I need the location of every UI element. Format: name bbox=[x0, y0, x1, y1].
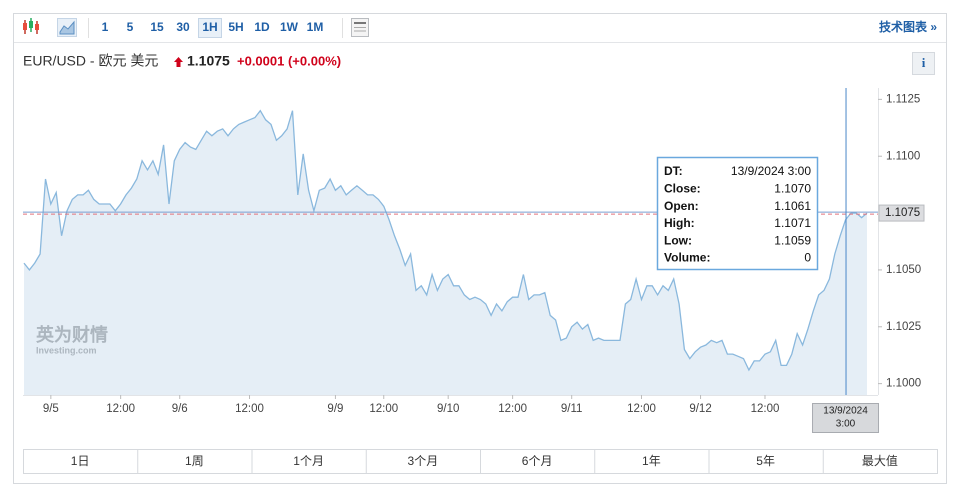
x-tick-label: 9/6 bbox=[172, 403, 188, 415]
last-value-label: 1.1075 bbox=[885, 207, 920, 219]
x-tick-label: 9/12 bbox=[689, 403, 711, 415]
info-button[interactable] bbox=[912, 52, 935, 75]
crosshair-label: 13/9/2024 bbox=[823, 406, 868, 417]
last-value-box bbox=[878, 204, 925, 222]
price-change: +0.0001 (+0.00%) bbox=[237, 53, 341, 68]
range-button[interactable]: 5年 bbox=[756, 454, 775, 468]
tooltip-box bbox=[656, 156, 819, 271]
x-tick-label: 12:00 bbox=[498, 403, 527, 415]
tooltip-value: 0 bbox=[804, 251, 811, 265]
x-tick-label: 9/5 bbox=[43, 403, 59, 415]
x-tick-label: 9/9 bbox=[327, 403, 343, 415]
tooltip-key: Volume: bbox=[664, 251, 710, 265]
info-label[interactable]: i bbox=[922, 55, 926, 70]
y-tick-label: 1.1100 bbox=[886, 150, 920, 162]
tooltip-value: 1.1071 bbox=[774, 216, 811, 230]
crosshair-label: 3:00 bbox=[836, 419, 856, 430]
interval-button[interactable]: 1M bbox=[307, 20, 324, 34]
y-tick-label: 1.1125 bbox=[886, 93, 920, 105]
overlay: 13/9/2024 3:00 DT: 13/9/2024 3:00 Close: 1.10… bbox=[656, 88, 880, 433]
tooltip-key: DT: bbox=[664, 164, 683, 178]
active-interval-box[interactable] bbox=[198, 18, 222, 38]
range-button[interactable]: 1年 bbox=[642, 454, 661, 468]
table-icon[interactable] bbox=[351, 18, 369, 37]
tooltip-key: High: bbox=[664, 216, 695, 230]
x-tick-label: 12:00 bbox=[106, 403, 135, 415]
x-tick-label: 12:00 bbox=[751, 403, 780, 415]
price-line bbox=[23, 109, 868, 372]
range-button[interactable]: 6个月 bbox=[522, 454, 553, 468]
tooltip-key: Close: bbox=[664, 181, 701, 195]
tooltip-value: 1.1070 bbox=[774, 181, 811, 195]
crosshair-label-box bbox=[812, 403, 880, 433]
y-tick-label: 1.1025 bbox=[886, 321, 921, 333]
range-button[interactable]: 1日 bbox=[71, 454, 90, 468]
watermark-site: Investing.com bbox=[36, 345, 97, 355]
range-button[interactable]: 3个月 bbox=[408, 454, 439, 468]
x-tick-label: 9/11 bbox=[561, 403, 583, 415]
interval-button[interactable]: 1H bbox=[202, 20, 217, 34]
tooltip-key: Open: bbox=[664, 199, 699, 213]
tooltip-value: 1.1061 bbox=[774, 199, 811, 213]
symbol-name: EUR/USD - 欧元 美元 bbox=[23, 53, 158, 69]
y-tick-label: 1.1000 bbox=[886, 378, 921, 390]
tooltip-value: 13/9/2024 3:00 bbox=[731, 164, 811, 178]
area-fill bbox=[24, 110, 867, 395]
watermark-brand: 英为财情 bbox=[35, 324, 108, 345]
interval-button[interactable]: 5H bbox=[228, 20, 243, 34]
x-tick-label: 12:00 bbox=[627, 403, 656, 415]
tooltip-value: 1.1059 bbox=[774, 233, 811, 247]
x-tick-label: 12:00 bbox=[235, 403, 264, 415]
tooltip-key: Low: bbox=[664, 233, 692, 247]
interval-button[interactable]: 15 bbox=[150, 20, 164, 34]
x-tick-label: 9/10 bbox=[437, 403, 459, 415]
x-tick-label: 12:00 bbox=[369, 403, 398, 415]
interval-button[interactable]: 1D bbox=[254, 20, 270, 34]
up-arrow bbox=[174, 57, 183, 67]
range-button[interactable]: 最大值 bbox=[862, 453, 898, 468]
y-tick-label: 1.1050 bbox=[886, 264, 921, 276]
range-button[interactable]: 1周 bbox=[185, 454, 204, 468]
area-icon[interactable] bbox=[57, 18, 77, 37]
interval-button[interactable]: 5 bbox=[127, 20, 134, 34]
last-price: 1.1075 bbox=[187, 53, 230, 69]
technical-chart-link[interactable]: 技术图表 » bbox=[879, 19, 937, 34]
candle-icon[interactable] bbox=[23, 18, 39, 34]
range-button[interactable]: 1个月 bbox=[293, 454, 324, 468]
interval-button[interactable]: 1 bbox=[102, 20, 109, 34]
interval-button[interactable]: 30 bbox=[176, 20, 190, 34]
interval-button[interactable]: 1W bbox=[280, 20, 299, 34]
